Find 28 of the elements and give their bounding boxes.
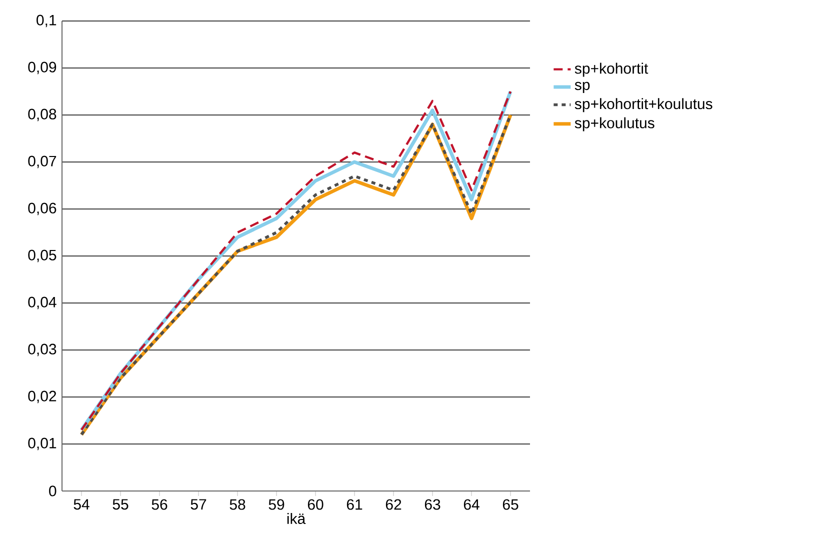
legend-label: sp	[574, 82, 590, 94]
legend-label: sp+koulutus	[574, 117, 654, 132]
legend-label: sp+kohortit+koulutus	[574, 98, 712, 112]
x-tick-label: 54	[74, 499, 90, 510]
x-tick-label: 62	[386, 499, 402, 510]
y-tick-label: 0	[49, 486, 56, 496]
x-tick-label: 61	[346, 499, 362, 510]
x-tick-label: 57	[190, 499, 206, 510]
y-tick-label: 0,02	[28, 390, 56, 404]
x-tick-label: 59	[268, 499, 284, 510]
x-tick-label: 58	[230, 499, 246, 510]
x-tick-label: 64	[464, 499, 480, 510]
y-tick-label: 0,09	[28, 62, 56, 74]
x-tick-label: 55	[112, 499, 128, 510]
y-tick-label: 0,07	[28, 156, 56, 168]
x-axis-title: ikä	[287, 512, 306, 524]
y-tick-label: 0,03	[28, 344, 56, 356]
y-tick-label: 0,1	[36, 14, 56, 28]
x-tick-label: 56	[152, 499, 168, 510]
y-tick-label: 0,01	[28, 438, 56, 450]
legend-label: sp+kohortit	[574, 62, 648, 77]
y-tick-label: 0,05	[28, 250, 56, 262]
x-tick-label: 63	[424, 499, 440, 510]
y-tick-label: 0,08	[28, 108, 56, 122]
x-tick-label: 65	[502, 499, 518, 510]
y-tick-label: 0,06	[28, 202, 56, 216]
x-tick-label: 60	[308, 499, 324, 510]
y-tick-label: 0,04	[28, 296, 56, 310]
